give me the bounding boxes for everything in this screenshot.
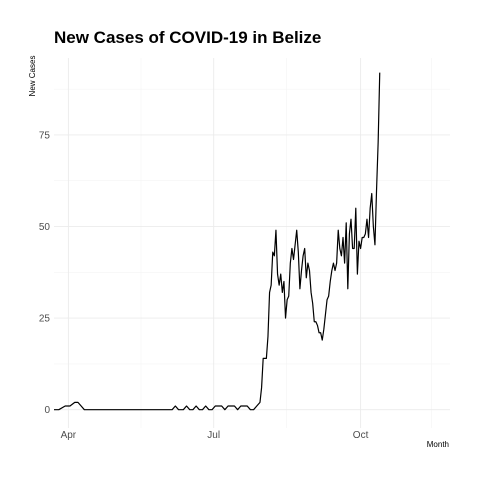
y-tick-label: 50 (39, 222, 51, 233)
grid (54, 58, 450, 428)
y-tick-label: 75 (39, 130, 51, 141)
x-axis-label: Month (427, 440, 449, 449)
y-axis-label: New Cases (28, 56, 37, 97)
y-tick-labels: 0 25 50 75 (39, 130, 51, 416)
x-tick-labels: Apr Jul Oct (61, 430, 369, 441)
x-tick-label: Apr (61, 430, 77, 441)
chart-title: New Cases of COVID-19 in Belize (54, 28, 321, 47)
y-tick-label: 0 (44, 405, 50, 416)
x-tick-label: Jul (207, 430, 220, 441)
y-tick-label: 25 (39, 314, 51, 325)
series-line (54, 72, 381, 411)
series-group (54, 72, 381, 411)
x-tick-label: Oct (353, 430, 369, 441)
